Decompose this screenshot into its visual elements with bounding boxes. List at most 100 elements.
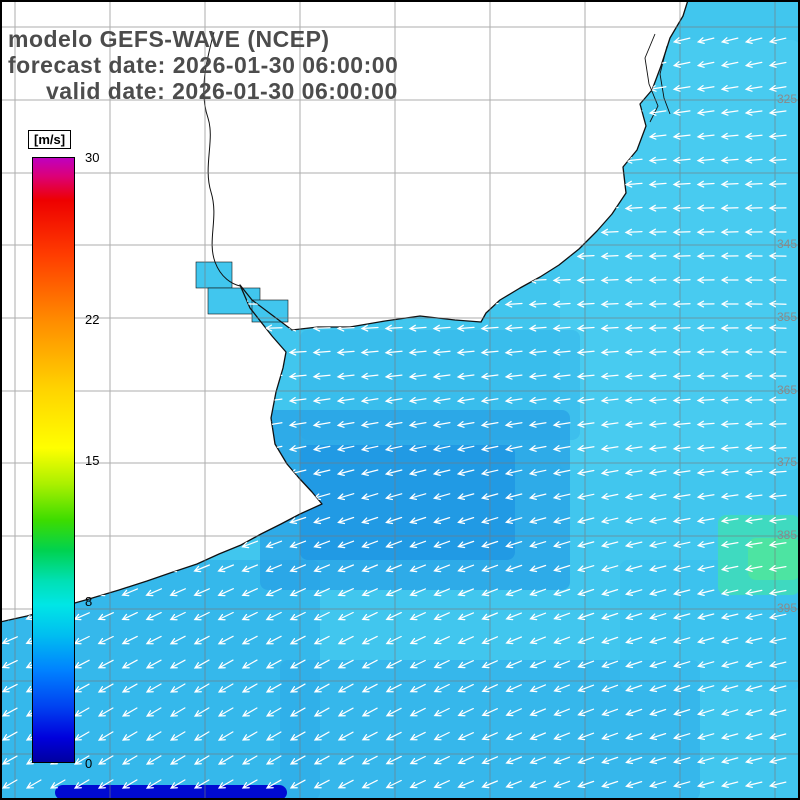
direction-arrow [193, 707, 210, 717]
direction-arrow [408, 228, 427, 236]
direction-arrow [385, 683, 402, 693]
direction-arrow [408, 36, 427, 44]
direction-arrow [168, 300, 187, 308]
direction-arrow [360, 493, 379, 501]
direction-arrow [577, 708, 595, 717]
direction-arrow [720, 300, 739, 308]
direction-arrow [672, 84, 691, 92]
direction-arrow [169, 588, 186, 597]
direction-arrow [145, 683, 162, 693]
direction-arrow [288, 204, 307, 212]
direction-arrow [576, 541, 595, 549]
direction-arrow [336, 108, 355, 116]
direction-arrow [720, 84, 739, 92]
direction-arrow [385, 635, 402, 645]
direction-arrow [384, 180, 403, 188]
direction-arrow [408, 252, 427, 260]
direction-arrow [457, 780, 475, 789]
direction-arrow [168, 252, 187, 260]
direction-arrow [288, 276, 307, 284]
direction-arrow [0, 132, 19, 140]
direction-arrow [145, 755, 162, 765]
direction-arrow [696, 61, 715, 68]
direction-arrow [552, 132, 571, 140]
direction-arrow [457, 756, 474, 765]
direction-arrow [312, 276, 331, 284]
direction-arrow [553, 780, 571, 789]
direction-arrow [456, 396, 475, 404]
ocean-patch [748, 538, 800, 580]
direction-arrow [361, 564, 379, 573]
direction-arrow [289, 683, 306, 693]
direction-arrow [696, 108, 715, 116]
direction-arrow [648, 108, 667, 116]
direction-arrow [672, 348, 691, 356]
direction-arrow [720, 685, 739, 693]
direction-arrow [337, 588, 354, 597]
direction-arrow [720, 156, 739, 164]
direction-arrow [529, 756, 547, 765]
direction-arrow [649, 732, 667, 741]
direction-arrow [528, 156, 547, 164]
direction-arrow [121, 779, 138, 789]
direction-arrow [505, 684, 522, 693]
direction-arrow [720, 492, 739, 500]
direction-arrow [552, 108, 571, 116]
direction-arrow [192, 204, 211, 212]
direction-arrow [169, 707, 186, 717]
direction-arrow [408, 276, 427, 284]
direction-arrow [672, 541, 691, 548]
colorbar-unit-label: [m/s] [28, 130, 72, 149]
direction-arrow [385, 755, 402, 765]
direction-arrow [648, 372, 667, 380]
direction-arrow [241, 516, 259, 525]
direction-arrow [432, 300, 451, 308]
direction-arrow [528, 37, 547, 44]
direction-arrow [288, 300, 307, 308]
direction-arrow [504, 228, 523, 236]
direction-arrow [672, 517, 691, 524]
direction-arrow [264, 348, 283, 356]
direction-arrow [553, 732, 571, 741]
direction-arrow [336, 204, 355, 212]
direction-arrow [432, 36, 451, 44]
direction-arrow [720, 637, 739, 645]
direction-arrow [168, 108, 187, 116]
direction-arrow [120, 444, 139, 452]
direction-arrow [480, 420, 499, 428]
direction-arrow [481, 588, 499, 597]
direction-arrow [192, 493, 211, 501]
direction-arrow [409, 612, 426, 621]
direction-arrow [504, 60, 523, 68]
direction-arrow [97, 779, 114, 789]
direction-arrow [576, 469, 595, 476]
direction-arrow [193, 540, 211, 549]
direction-arrow [744, 540, 763, 548]
direction-arrow [696, 541, 715, 548]
direction-arrow [312, 204, 331, 212]
direction-arrow [216, 108, 235, 116]
direction-arrow [504, 420, 523, 428]
direction-arrow [624, 228, 643, 236]
direction-arrow [193, 635, 210, 645]
direction-arrow [768, 132, 787, 140]
direction-arrow [529, 780, 547, 789]
direction-arrow [121, 659, 138, 669]
direction-arrow [313, 755, 330, 765]
direction-arrow [408, 60, 427, 68]
direction-arrow [744, 108, 763, 116]
direction-arrow [672, 492, 691, 500]
direction-arrow [648, 541, 667, 549]
direction-arrow [768, 396, 787, 404]
direction-arrow [0, 492, 19, 500]
direction-arrow [600, 444, 619, 452]
direction-arrow [217, 659, 234, 669]
direction-arrow [168, 348, 187, 356]
direction-arrow [336, 445, 355, 452]
direction-arrow [144, 228, 163, 236]
direction-arrow [384, 204, 403, 212]
direction-arrow [744, 300, 763, 308]
direction-arrow [408, 180, 427, 188]
